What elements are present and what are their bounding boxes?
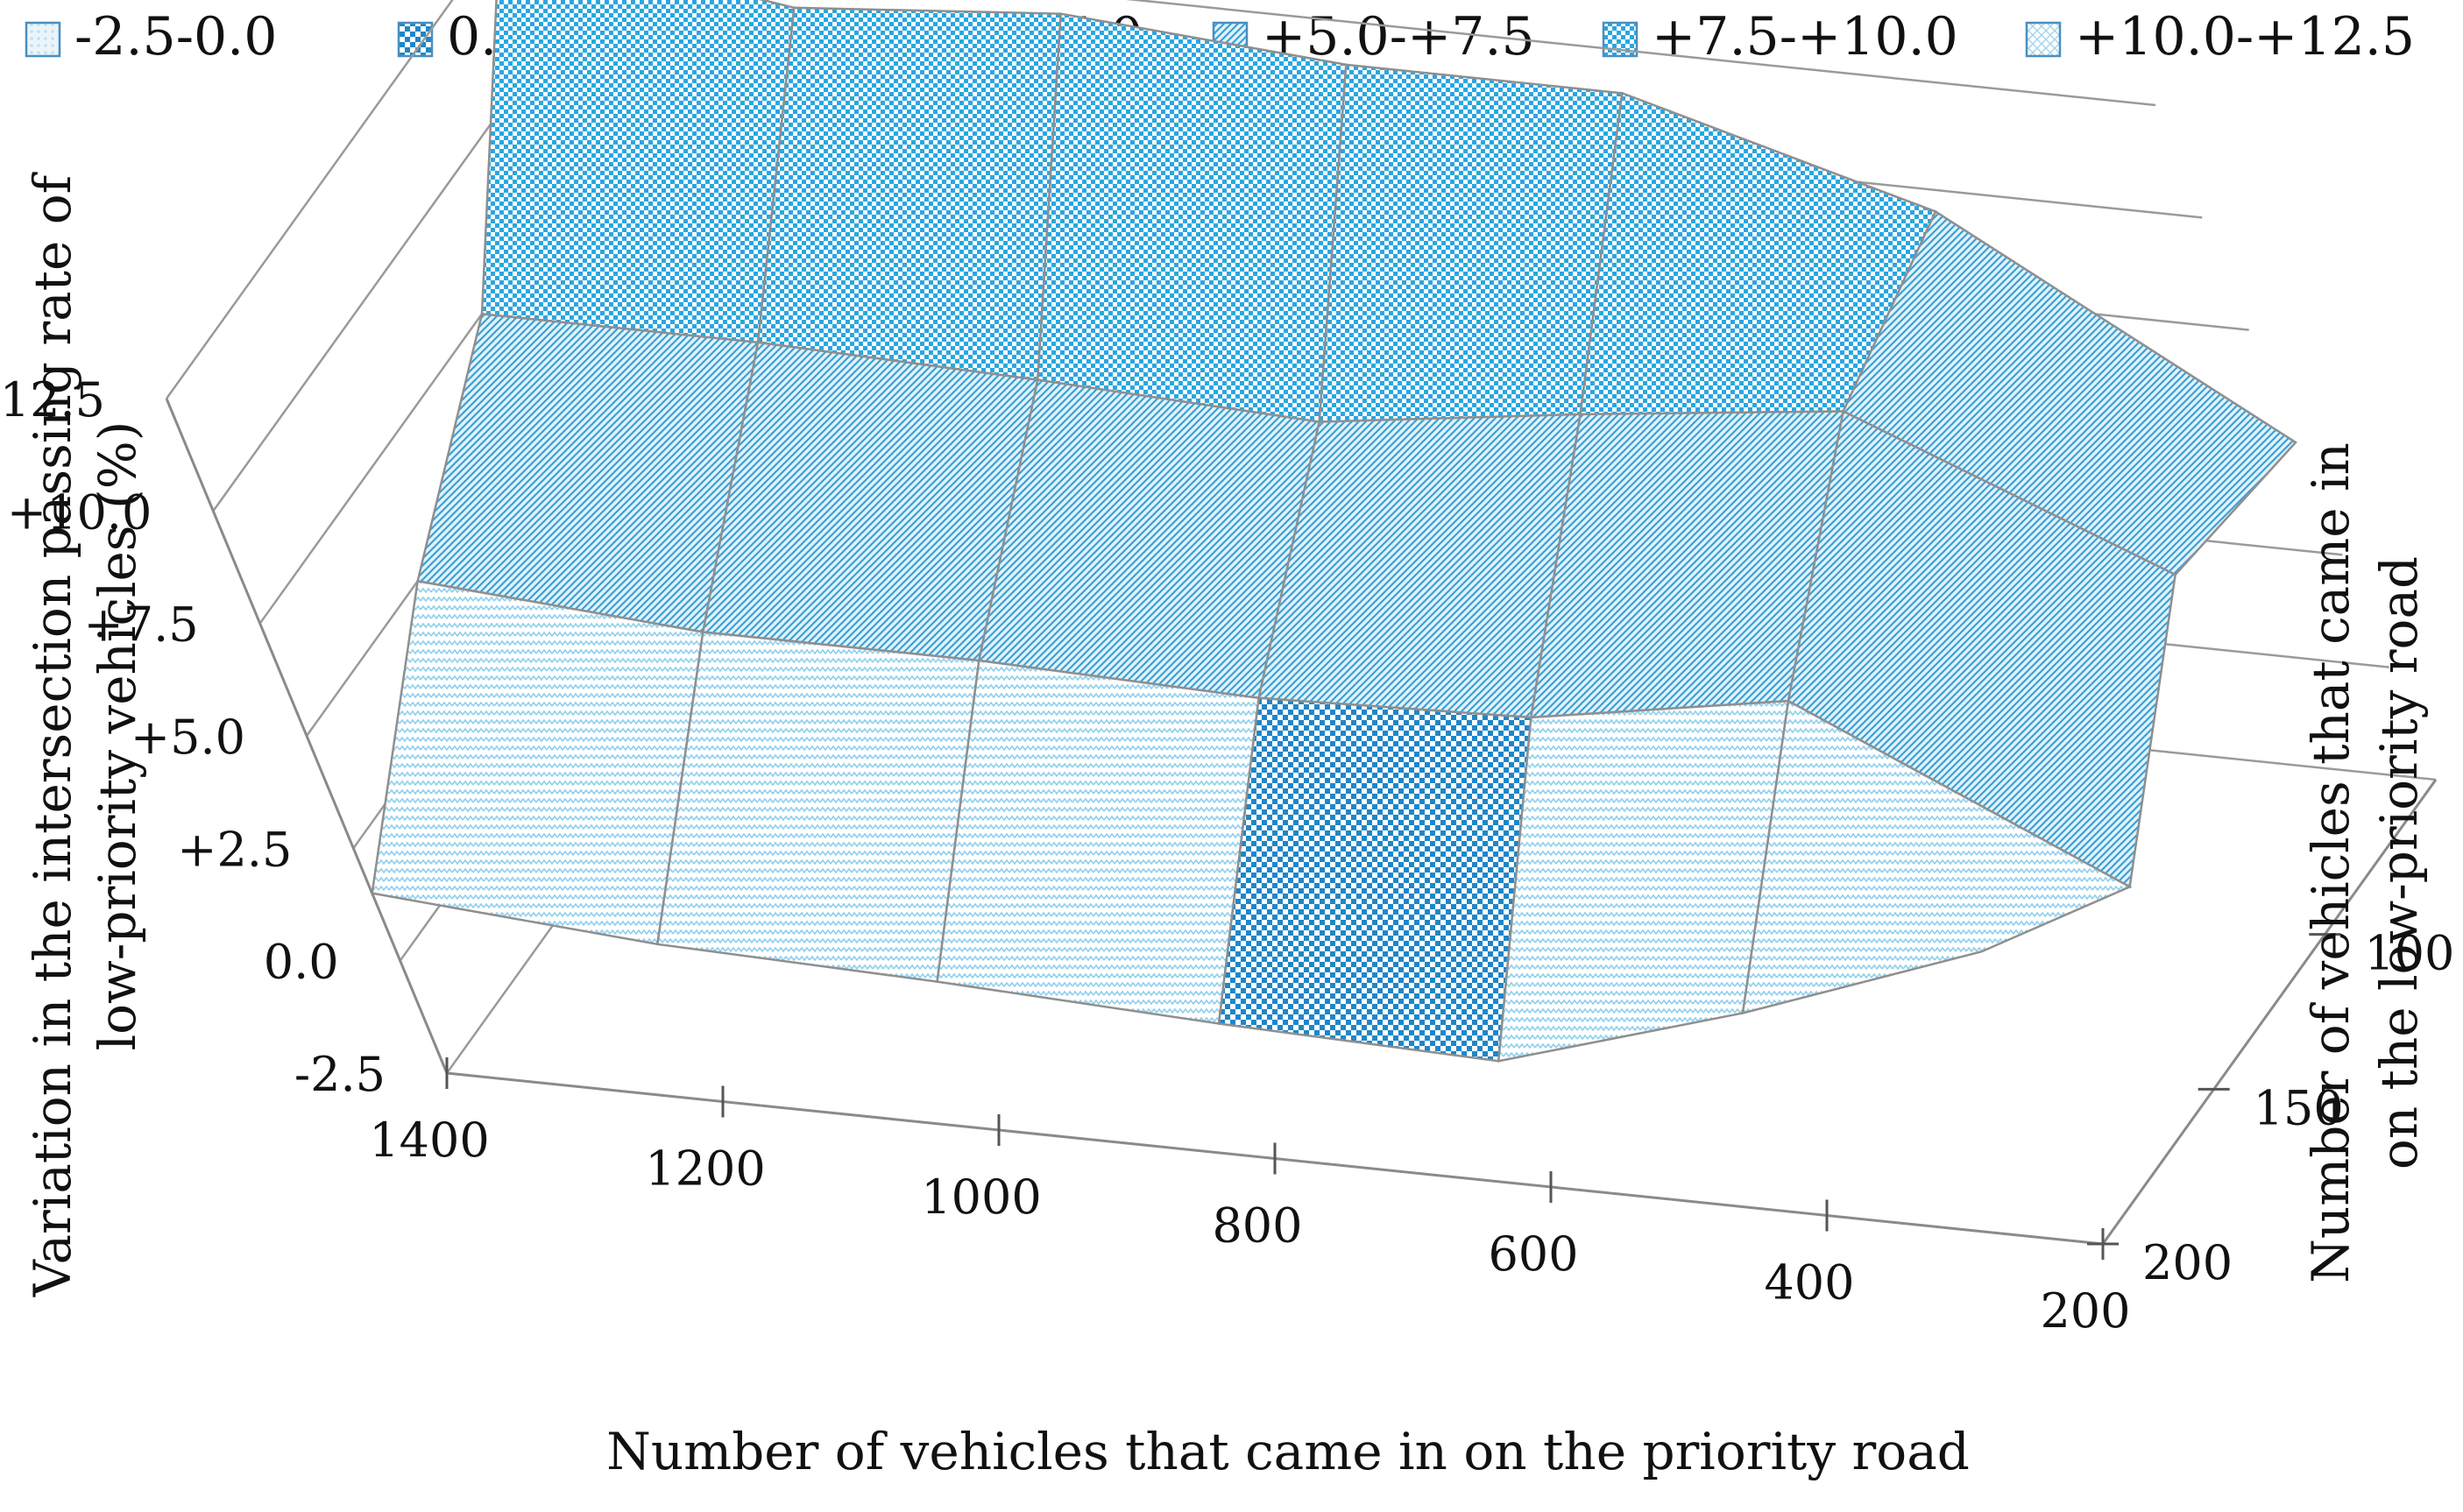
surface-face [1318, 63, 1624, 423]
y-axis-title-line-1: Number of vehicles that came in [2301, 442, 2360, 1283]
legend-item: +10.0-+12.5 [2025, 6, 2415, 67]
z-axis-title-line-1: Variation in the intersection passing ra… [23, 172, 82, 1297]
legend-swatch [2025, 21, 2062, 58]
legend-item: -2.5-0.0 [25, 6, 277, 67]
y-tick-label: 150 [2254, 1080, 2344, 1135]
legend-label: +10.0-+12.5 [2075, 6, 2415, 67]
surface-face [936, 659, 1260, 1025]
x-tick-label: 600 [1488, 1226, 1578, 1282]
x-tick-label: 800 [1212, 1198, 1302, 1254]
surface-faces [371, 0, 2297, 1063]
surface-face [1741, 699, 2133, 1015]
surface-face [371, 579, 704, 946]
y-axis-title-line-2: on the low-priority road [2369, 556, 2429, 1169]
x-tick-label: 1000 [921, 1169, 1041, 1225]
z-tick-label: +2.5 [177, 822, 292, 877]
legend-swatch [25, 21, 61, 58]
surface-face [655, 631, 980, 984]
y-axis-line [2101, 779, 2438, 1245]
x-axis-title: Number of vehicles that came in on the p… [606, 1422, 1970, 1481]
legend-label: +7.5-+10.0 [1652, 6, 1958, 67]
x-tick-label: 200 [2040, 1283, 2130, 1339]
surface-face [1217, 696, 1532, 1063]
legend-label: -2.5-0.0 [74, 6, 277, 67]
z-tick-label: +5.0 [131, 710, 245, 765]
surface-face [756, 6, 1062, 382]
z-tick-label: +7.5 [84, 597, 199, 653]
y-tick-label: 100 [2364, 926, 2454, 981]
z-axis-title: Variation in the intersection passing ra… [23, 172, 147, 1297]
z-tick-label: +10.0 [7, 484, 152, 540]
z-tick-label: -2.5 [294, 1047, 386, 1102]
z-tick-label: +12.5 [0, 372, 105, 427]
legend-item: +7.5-+10.0 [1602, 6, 1958, 67]
x-tick-label: 400 [1764, 1255, 1854, 1311]
z-axis-line [165, 398, 449, 1074]
surface-face [416, 312, 760, 633]
back-wall-gridline [1125, 0, 2156, 107]
surface-face [701, 341, 1039, 662]
surface-face [480, 0, 796, 344]
y-tick-label: 200 [2142, 1235, 2233, 1290]
y-axis-title: Number of vehicles that came in on the l… [2301, 442, 2429, 1283]
z-axis-title-line-2: low-priority vehicles (%) [88, 421, 147, 1051]
x-tick-label: 1400 [369, 1113, 489, 1168]
x-tick-label: 1200 [645, 1141, 765, 1197]
z-tick-label: 0.0 [264, 935, 339, 990]
surface-face [1036, 12, 1348, 423]
side-wall-gridline [165, 0, 454, 399]
